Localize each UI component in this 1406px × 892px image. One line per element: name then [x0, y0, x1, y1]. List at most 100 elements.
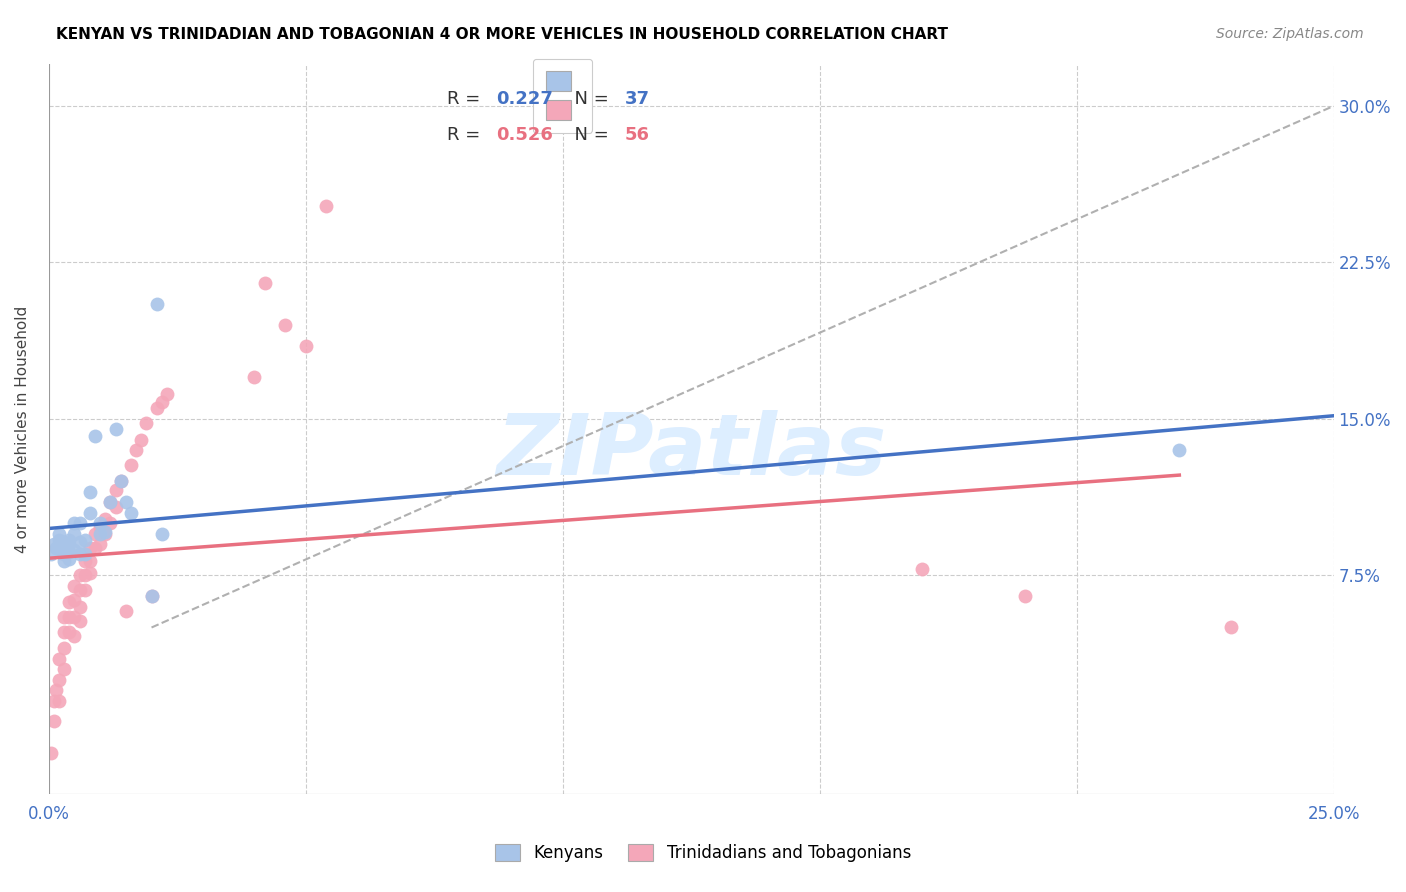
- Point: [79, 484, 101, 499]
- Point: [42, 714, 65, 729]
- Point: [53, 554, 76, 568]
- Point: [94, 524, 117, 539]
- Point: [79, 506, 101, 520]
- Point: [53, 641, 76, 656]
- Point: [69, 614, 91, 628]
- Point: [53, 548, 76, 562]
- Point: [79, 554, 101, 568]
- Text: KENYAN VS TRINIDADIAN AND TOBAGONIAN 4 OR MORE VEHICLES IN HOUSEHOLD CORRELATION: KENYAN VS TRINIDADIAN AND TOBAGONIAN 4 O…: [56, 27, 948, 42]
- Point: [48, 526, 70, 541]
- Text: 56: 56: [624, 127, 650, 145]
- Point: [73, 568, 96, 582]
- Point: [42, 537, 65, 551]
- Text: Source: ZipAtlas.com: Source: ZipAtlas.com: [1216, 27, 1364, 41]
- Text: N =: N =: [562, 90, 614, 108]
- Point: [63, 516, 86, 531]
- Point: [100, 495, 122, 509]
- Point: [89, 520, 111, 534]
- Point: [94, 512, 117, 526]
- Point: [84, 526, 107, 541]
- Point: [89, 516, 111, 531]
- Point: [73, 533, 96, 547]
- Point: [73, 548, 96, 562]
- Point: [63, 526, 86, 541]
- Point: [156, 387, 179, 401]
- Point: [42, 693, 65, 707]
- Point: [48, 541, 70, 556]
- Point: [104, 500, 127, 514]
- Point: [73, 554, 96, 568]
- Point: [89, 537, 111, 551]
- Point: [243, 370, 266, 384]
- Legend: Kenyans, Trinidadians and Tobagonians: Kenyans, Trinidadians and Tobagonians: [486, 836, 920, 871]
- Point: [89, 526, 111, 541]
- Point: [63, 629, 86, 643]
- Point: [141, 589, 163, 603]
- Point: [41, 548, 63, 562]
- Point: [100, 495, 122, 509]
- Point: [53, 535, 76, 549]
- Point: [45, 683, 67, 698]
- Point: [129, 433, 152, 447]
- Point: [53, 610, 76, 624]
- Point: [63, 610, 86, 624]
- Point: [274, 318, 297, 332]
- Point: [141, 589, 163, 603]
- Point: [145, 401, 167, 416]
- Point: [69, 535, 91, 549]
- Point: [911, 562, 934, 576]
- Text: R =: R =: [447, 90, 486, 108]
- Point: [48, 693, 70, 707]
- Point: [253, 277, 276, 291]
- Point: [1014, 589, 1036, 603]
- Point: [58, 610, 80, 624]
- Point: [53, 662, 76, 676]
- Point: [135, 416, 157, 430]
- Point: [294, 339, 316, 353]
- Point: [73, 582, 96, 597]
- Point: [110, 475, 132, 489]
- Point: [58, 595, 80, 609]
- Point: [114, 604, 136, 618]
- Point: [48, 533, 70, 547]
- Point: [100, 516, 122, 531]
- Text: 0.227: 0.227: [496, 90, 553, 108]
- Point: [58, 545, 80, 559]
- Point: [84, 541, 107, 556]
- Point: [84, 428, 107, 442]
- Text: N =: N =: [562, 127, 614, 145]
- Point: [110, 475, 132, 489]
- Point: [150, 526, 173, 541]
- Point: [53, 541, 76, 556]
- Point: [145, 297, 167, 311]
- Point: [150, 395, 173, 409]
- Text: 0.526: 0.526: [496, 127, 553, 145]
- Point: [125, 443, 148, 458]
- Text: R =: R =: [447, 127, 486, 145]
- Point: [120, 506, 142, 520]
- Point: [315, 199, 337, 213]
- Point: [58, 537, 80, 551]
- Text: 37: 37: [624, 90, 650, 108]
- Point: [58, 551, 80, 566]
- Point: [48, 652, 70, 666]
- Point: [41, 746, 63, 760]
- Point: [1219, 620, 1241, 634]
- Point: [120, 458, 142, 472]
- Text: ZIPatlas: ZIPatlas: [496, 409, 886, 492]
- Y-axis label: 4 or more Vehicles in Household: 4 or more Vehicles in Household: [15, 306, 30, 553]
- Point: [58, 624, 80, 639]
- Point: [63, 579, 86, 593]
- Legend: , : ,: [533, 59, 592, 133]
- Point: [69, 599, 91, 614]
- Point: [45, 541, 67, 556]
- Point: [53, 624, 76, 639]
- Point: [1168, 443, 1191, 458]
- Point: [79, 566, 101, 581]
- Point: [69, 582, 91, 597]
- Point: [63, 543, 86, 558]
- Point: [58, 533, 80, 547]
- Point: [104, 483, 127, 497]
- Point: [48, 673, 70, 687]
- Point: [69, 548, 91, 562]
